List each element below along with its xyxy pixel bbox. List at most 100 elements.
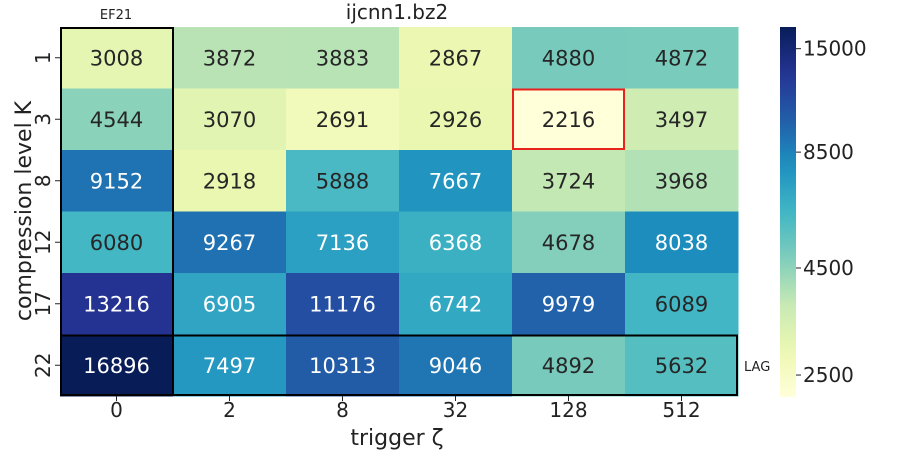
- x-tick-label: 8: [336, 398, 349, 422]
- cell-value-label: 2867: [429, 46, 482, 70]
- y-axis-ticks: 1 3 8 12 17 22: [31, 51, 60, 378]
- heatmap-cell: [60, 334, 174, 397]
- heatmap-cell: [173, 150, 287, 212]
- heatmap-cell: [399, 88, 513, 151]
- heatmap-cell: [625, 150, 739, 212]
- heatmap-cell: [173, 27, 287, 89]
- y-tick-label: 3: [31, 113, 55, 126]
- colorbar-tick-label: 2500: [803, 363, 854, 387]
- x-tick-label: 0: [110, 398, 123, 422]
- cell-value-label: 2216: [542, 108, 595, 132]
- cell-value-label: 3883: [316, 46, 369, 70]
- cell-value-label: 9152: [90, 169, 143, 193]
- cell-value-label: 3968: [655, 169, 708, 193]
- x-tick-label: 512: [662, 398, 700, 422]
- heatmap-cell: [60, 150, 174, 212]
- heatmap-cell: [173, 273, 287, 335]
- cell-value-label: 4880: [542, 46, 595, 70]
- heatmap-cell: [399, 211, 513, 274]
- x-tick-label: 128: [549, 398, 587, 422]
- cell-value-label: 4544: [90, 108, 143, 132]
- lag-row-box: [60, 334, 738, 396]
- highlight-boxes: [60, 27, 738, 396]
- heatmap-cell: [60, 88, 174, 151]
- y-axis-label: compression level K: [12, 100, 37, 321]
- cell-value-label: 3008: [90, 46, 143, 70]
- cell-value-label: 4892: [542, 354, 595, 378]
- heatmap-cell: [399, 273, 513, 335]
- cell-value-label: 7497: [203, 354, 256, 378]
- heatmap-cell: [60, 27, 174, 89]
- heatmap-cell: [399, 334, 513, 397]
- cell-value-label: 7136: [316, 231, 369, 255]
- heatmap-cell: [512, 27, 626, 89]
- cell-value-label: 4872: [655, 46, 708, 70]
- heatmap-cell: [286, 273, 400, 335]
- heatmap-cell: [512, 88, 626, 151]
- x-axis-label: trigger ζ: [350, 426, 443, 451]
- chart-title: ijcnn1.bz2: [346, 0, 448, 24]
- cell-value-label: 4678: [542, 231, 595, 255]
- cell-value-label: 2918: [203, 169, 256, 193]
- heatmap-cell: [625, 273, 739, 335]
- cell-value-label: 8038: [655, 231, 708, 255]
- heatmap-cell-labels: 3008 3872 3883 2867 4880 4872 4544 3070 2691 2926…: [83, 46, 708, 378]
- cell-value-label: 7667: [429, 169, 482, 193]
- heatmap-cell: [399, 150, 513, 212]
- cell-value-label: 9046: [429, 354, 482, 378]
- heatmap-cell: [625, 211, 739, 274]
- cell-value-label: 2926: [429, 108, 482, 132]
- heatmap-cell: [625, 88, 739, 151]
- heatmap-cell: [512, 150, 626, 212]
- heatmap-cell: [625, 27, 739, 89]
- colorbar-tick-label: 4500: [803, 256, 854, 280]
- cell-value-label: 3070: [203, 108, 256, 132]
- cell-value-label: 5632: [655, 354, 708, 378]
- cell-value-label: 6089: [655, 292, 708, 316]
- row-annotation-lag: LAG: [744, 360, 770, 375]
- cell-value-label: 10313: [309, 354, 376, 378]
- heatmap-cell: [286, 88, 400, 151]
- heatmap-cell: [625, 334, 739, 397]
- x-tick-label: 32: [443, 398, 468, 422]
- heatmap-cell: [512, 273, 626, 335]
- heatmap-cell: [173, 334, 287, 397]
- cell-value-label: 2691: [316, 108, 369, 132]
- heatmap-cell: [286, 334, 400, 397]
- y-tick-label: 22: [31, 353, 55, 378]
- colorbar: 2500 4500 8500 15000: [780, 27, 867, 397]
- cell-value-label: 3724: [542, 169, 595, 193]
- heatmap-cell: [286, 150, 400, 212]
- heatmap-cell: [173, 88, 287, 151]
- y-tick-label: 17: [31, 291, 55, 316]
- y-tick-label: 1: [31, 51, 55, 64]
- heatmap-cell: [60, 273, 174, 335]
- cell-value-label: 6368: [429, 231, 482, 255]
- cell-value-label: 11176: [309, 292, 376, 316]
- heatmap-cell: [173, 211, 287, 274]
- heatmap-cell: [286, 27, 400, 89]
- column-annotation-ef21: EF21: [100, 8, 132, 23]
- heatmap-cell: [399, 27, 513, 89]
- cell-value-label: 9979: [542, 292, 595, 316]
- y-tick-label: 8: [31, 174, 55, 187]
- cell-value-label: 6080: [90, 231, 143, 255]
- heatmap-cell: [512, 334, 626, 397]
- heatmap-cell: [60, 211, 174, 274]
- cell-value-label: 9267: [203, 231, 256, 255]
- x-tick-label: 2: [223, 398, 236, 422]
- x-axis-ticks: 0 2 8 32 128 512: [110, 396, 701, 422]
- cell-value-label: 6742: [429, 292, 482, 316]
- heatmap-cell: [286, 211, 400, 274]
- cell-value-label: 13216: [83, 292, 150, 316]
- cell-value-label: 3872: [203, 46, 256, 70]
- cell-value-label: 16896: [83, 354, 150, 378]
- colorbar-gradient: [780, 27, 796, 397]
- y-tick-label: 12: [31, 230, 55, 255]
- cell-value-label: 5888: [316, 169, 369, 193]
- heatmap-cell: [512, 211, 626, 274]
- heatmap-cells: [60, 27, 739, 397]
- cell-value-label: 6905: [203, 292, 256, 316]
- best-cell-highlight: [512, 88, 625, 150]
